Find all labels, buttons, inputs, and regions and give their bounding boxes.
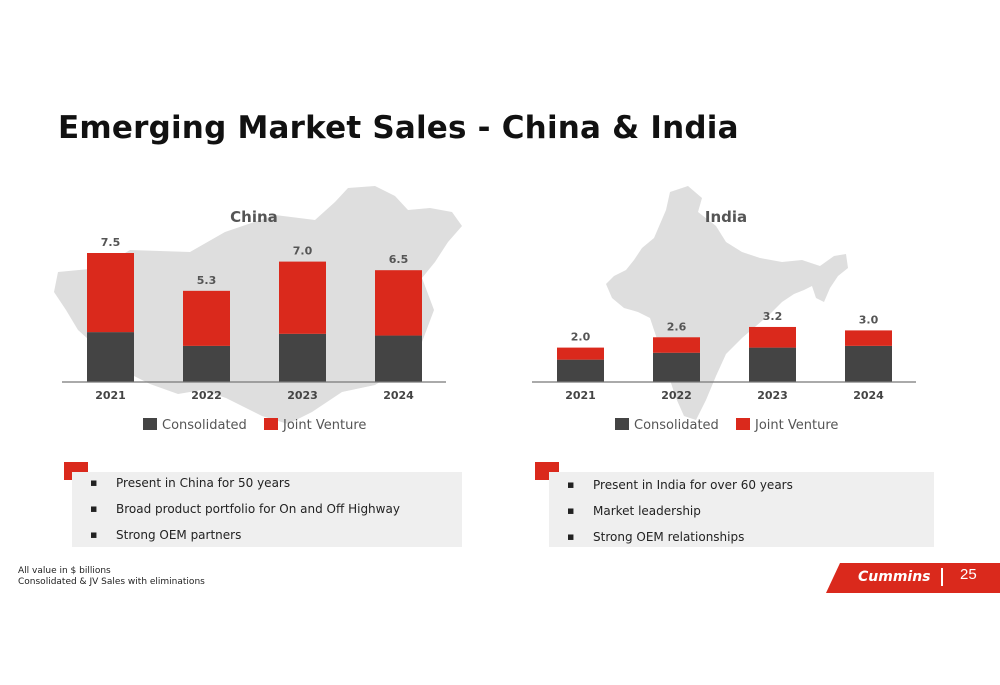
total-label-2023: 7.0 [293, 245, 313, 258]
bullet-icon: ▪ [567, 504, 575, 517]
x-tick-2021: 2021 [95, 389, 126, 402]
china-chart: China 7.5 2021 5.3 2022 7.0 2023 6.5 2024 Conso… [54, 186, 462, 433]
total-label-2024: 3.0 [859, 313, 879, 326]
bullet-icon: ▪ [90, 502, 98, 515]
legend-jv-label: Joint Venture [754, 418, 838, 433]
bar-joint-venture-2021 [557, 347, 604, 360]
bar-consolidated-2024 [845, 345, 892, 382]
bar-consolidated-2023 [279, 333, 326, 382]
footnote: All value in $ billions Consolidated & J… [18, 566, 205, 588]
footnote-line: All value in $ billions [18, 566, 111, 576]
bar-joint-venture-2022 [183, 290, 230, 346]
bar-consolidated-2022 [653, 352, 700, 382]
x-tick-2024: 2024 [853, 389, 884, 402]
legend-consolidated-label: Consolidated [162, 418, 247, 433]
china-bullet-panel: ▪ Present in China for 50 years ▪ Broad … [72, 472, 462, 547]
bullet-icon: ▪ [90, 476, 98, 489]
x-tick-2022: 2022 [661, 389, 692, 402]
page-title: Emerging Market Sales - China & India [58, 110, 739, 146]
chart-title: China [230, 208, 278, 226]
bar-joint-venture-2023 [749, 326, 796, 348]
bar-consolidated-2024 [375, 335, 422, 382]
x-tick-2022: 2022 [191, 389, 222, 402]
x-tick-2024: 2024 [383, 389, 414, 402]
bar-joint-venture-2024 [845, 330, 892, 346]
india-chart: India 2.0 2021 2.6 2022 3.2 2023 3.0 2024 Conso… [532, 186, 916, 433]
bar-joint-venture-2024 [375, 270, 422, 336]
legend-consolidated-swatch [143, 418, 157, 430]
bar-joint-venture-2023 [279, 261, 326, 334]
total-label-2024: 6.5 [389, 253, 409, 266]
bar-joint-venture-2022 [653, 337, 700, 353]
total-label-2022: 2.6 [667, 320, 687, 333]
bar-consolidated-2022 [183, 345, 230, 382]
legend-jv-label: Joint Venture [282, 418, 366, 433]
x-tick-2021: 2021 [565, 389, 596, 402]
legend-consolidated-label: Consolidated [634, 418, 719, 433]
bullet-icon: ▪ [567, 478, 575, 491]
chart-title: India [705, 208, 747, 226]
legend-jv-swatch [264, 418, 278, 430]
legend-jv-swatch [736, 418, 750, 430]
total-label-2023: 3.2 [763, 310, 783, 323]
bullet-icon: ▪ [90, 528, 98, 541]
bar-consolidated-2023 [749, 347, 796, 382]
india-bullet-panel: ▪ Present in India for over 60 years ▪ M… [549, 472, 934, 547]
page-number: 25 [960, 566, 977, 583]
bar-consolidated-2021 [87, 332, 134, 382]
china-map-shape [54, 186, 462, 424]
cummins-logo: Cummins [858, 569, 931, 585]
brand-divider [941, 568, 943, 586]
legend-consolidated-swatch [615, 418, 629, 430]
brand-bar [826, 563, 1000, 593]
x-tick-2023: 2023 [287, 389, 318, 402]
total-label-2021: 2.0 [571, 331, 591, 344]
x-tick-2023: 2023 [757, 389, 788, 402]
bar-consolidated-2021 [557, 359, 604, 382]
bullet-icon: ▪ [567, 530, 575, 543]
bar-joint-venture-2021 [87, 253, 134, 333]
total-label-2021: 7.5 [101, 236, 121, 249]
total-label-2022: 5.3 [197, 274, 217, 287]
footnote-line: Consolidated & JV Sales with elimination… [18, 577, 205, 587]
